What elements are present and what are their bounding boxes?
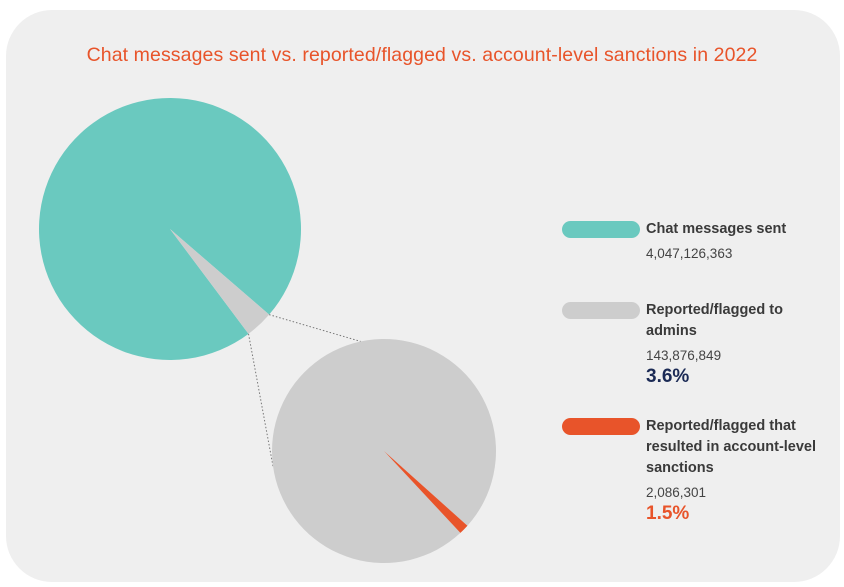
connector-line-2 (248, 333, 274, 467)
legend-swatch-sanctions (562, 418, 640, 435)
legend-pct-reported: 3.6% (646, 366, 690, 387)
legend-label-sanctions: Reported/flagged that resulted in accoun… (646, 418, 817, 476)
chart-title: Chat messages sent vs. reported/flagged … (86, 44, 758, 66)
pie-slice-reported (170, 229, 270, 334)
legend-value-sanctions: 2,086,301 (646, 485, 707, 500)
legend-label-reported: Reported/flagged to admins (646, 302, 783, 339)
connector-lines (248, 314, 361, 467)
detail-slice-reported (272, 339, 496, 564)
detail-slice-sanctions (384, 451, 468, 533)
main-pie (38, 98, 301, 361)
legend-value-reported: 143,876,849 (646, 348, 722, 363)
legend-pct-sanctions: 1.5% (646, 503, 690, 524)
detail-pie (272, 339, 496, 564)
legend-value-chat-sent: 4,047,126,363 (646, 246, 733, 261)
legend-swatch-chat-sent (562, 221, 640, 238)
legend-swatch-reported (562, 302, 640, 319)
legend-label-chat-sent: Chat messages sent (646, 221, 787, 237)
pie-slice-chat-sent (38, 98, 301, 361)
connector-line-1 (268, 314, 361, 342)
